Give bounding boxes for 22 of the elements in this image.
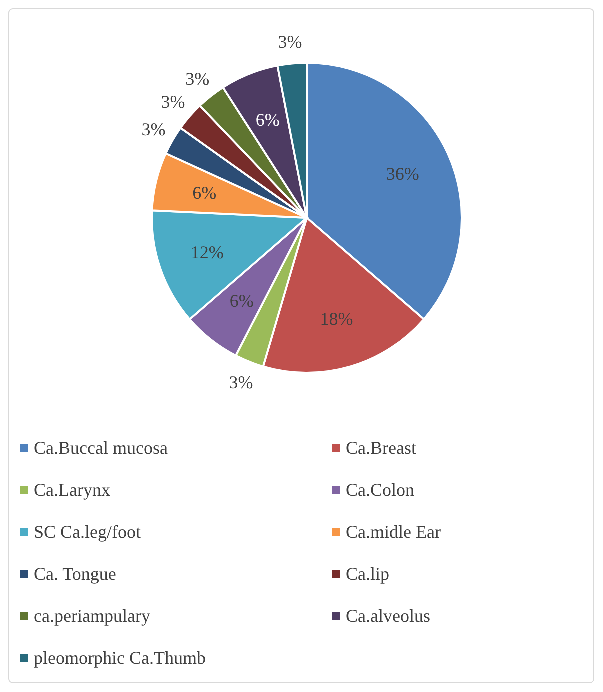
legend-label: Ca.midle Ear [346, 522, 441, 542]
data-label: 6% [192, 183, 217, 204]
data-label: 3% [278, 32, 302, 52]
legend-label: Ca.Breast [346, 438, 416, 458]
legend-label: Ca.Buccal mucosa [34, 438, 168, 458]
data-label: 36% [386, 164, 420, 184]
data-label: 3% [161, 92, 186, 112]
legend-label: pleomorphic Ca.Thumb [34, 648, 206, 668]
legend-label: Ca.lip [346, 564, 390, 584]
legend-label: Ca.Larynx [34, 480, 110, 500]
legend-label: Ca.Colon [346, 480, 415, 500]
data-label: 3% [186, 68, 210, 89]
data-label: 18% [320, 309, 354, 330]
data-label: 6% [230, 290, 254, 311]
legend-label: Ca. Tongue [34, 564, 116, 584]
data-label: 12% [190, 242, 224, 262]
legend-label: ca.periampulary [34, 606, 150, 626]
legend-label: Ca.alveolus [346, 606, 430, 626]
legend-label: SC Ca.leg/foot [34, 522, 141, 542]
data-label: 3% [229, 372, 254, 392]
data-label: 6% [256, 110, 280, 130]
data-label: 3% [142, 120, 166, 140]
